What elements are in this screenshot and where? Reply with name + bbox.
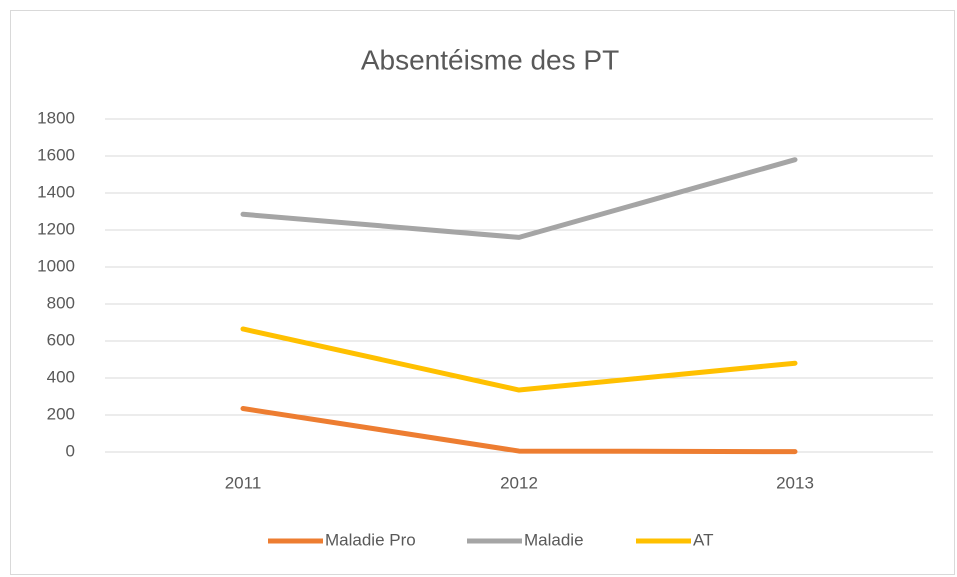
y-tick-label: 1400 (37, 182, 75, 201)
y-tick-label: 1800 (37, 108, 75, 127)
y-tick-label: 400 (47, 367, 75, 386)
legend-label: Maladie Pro (325, 530, 416, 549)
series-line (240, 406, 798, 455)
y-tick-label: 200 (47, 404, 75, 423)
x-tick-label: 2012 (500, 473, 538, 492)
legend-label: Maladie (524, 530, 584, 549)
chart-frame (10, 10, 955, 575)
series-line (240, 157, 798, 240)
y-tick-label: 1200 (37, 219, 75, 238)
y-tick-label: 1000 (37, 256, 75, 275)
y-tick-label: 800 (47, 293, 75, 312)
series-line (240, 326, 798, 393)
legend-label: AT (693, 530, 713, 549)
y-tick-label: 0 (66, 441, 75, 460)
x-tick-label: 2011 (225, 473, 262, 492)
x-tick-label: 2013 (776, 473, 814, 492)
y-tick-label: 600 (47, 330, 75, 349)
y-tick-label: 1600 (37, 145, 75, 164)
chart-title: Absentéisme des PT (361, 44, 619, 75)
